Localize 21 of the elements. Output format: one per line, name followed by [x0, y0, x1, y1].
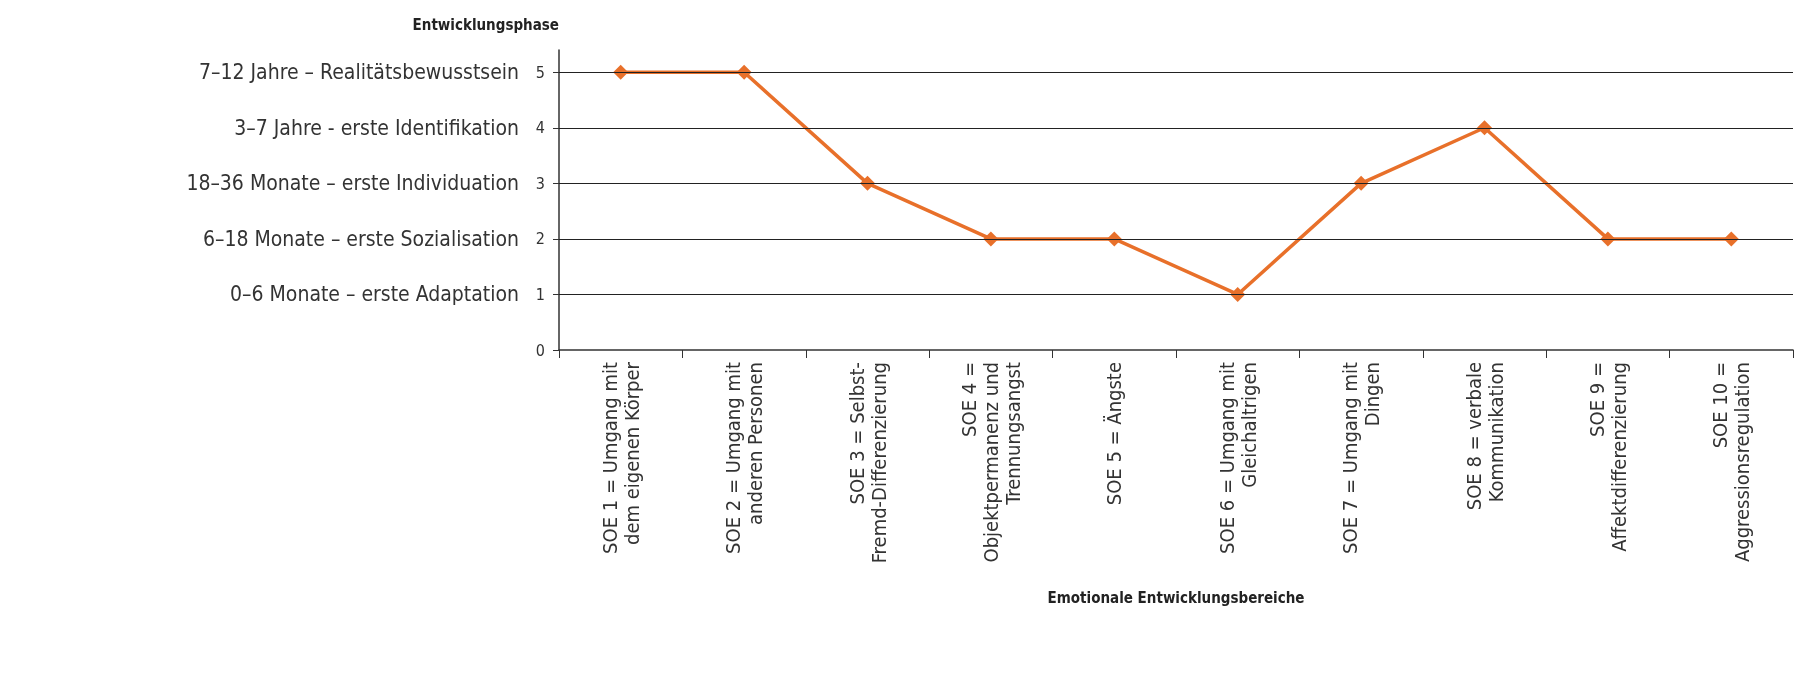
y-axis-title: Entwicklungsphase: [412, 15, 559, 34]
x-tick-label: SOE 9 = Affektdifferenzierung: [1584, 362, 1631, 552]
y-tick-label: 5: [535, 62, 545, 82]
y-tick-label: 4: [535, 118, 545, 138]
x-tick-label: SOE 7 = Umgang mit Dingen: [1338, 362, 1385, 554]
ref-line-label: 0–6 Monate – erste Adaptation: [230, 282, 519, 307]
y-tick-label: 2: [535, 229, 545, 249]
y-tick-label: 3: [535, 173, 545, 193]
ref-line-label: 3–7 Jahre - erste Identifikation: [234, 115, 519, 140]
x-tick-label: SOE 6 = Umgang mit Gleichaltrigen: [1214, 362, 1261, 554]
x-tick-label: SOE 10 = Aggressionsregulation: [1708, 362, 1755, 563]
ref-line-label: 7–12 Jahre – Realitätsbewusstsein: [199, 60, 519, 85]
x-tick-label: SOE 1 = Umgang mit dem eigenen Körper: [597, 361, 644, 554]
y-tick-label: 0: [535, 340, 545, 360]
x-tick-label: SOE 5 = Ängste: [1102, 362, 1127, 506]
ref-line-label: 6–18 Monate – erste Sozialisation: [202, 226, 519, 251]
ref-line-label: 18–36 Monate – erste Individuation: [186, 171, 519, 196]
x-tick-label: SOE 4 = Objektpermanenz und Trennungsangst: [956, 362, 1025, 563]
y-tick-label: 1: [535, 284, 545, 304]
x-tick-label: SOE 8 = verbale Kommunikation: [1461, 362, 1508, 511]
x-axis-title: Emotionale Entwicklungsbereiche: [1047, 588, 1305, 607]
